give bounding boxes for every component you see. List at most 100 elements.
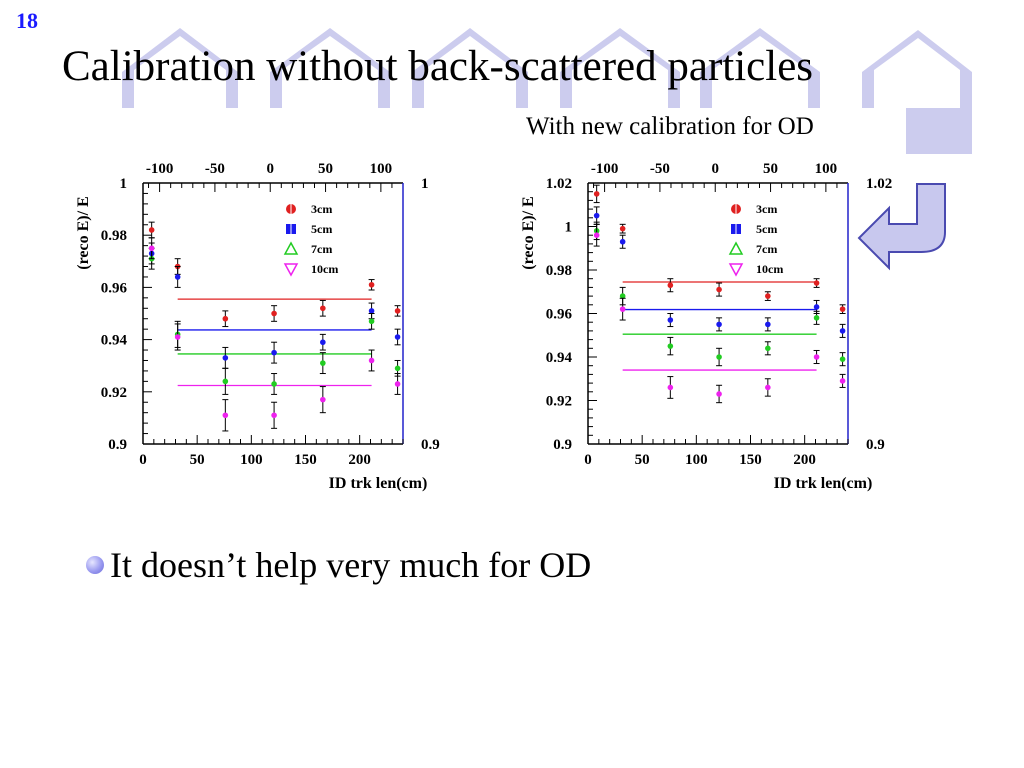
chart-subtitle: With new calibration for OD <box>526 113 814 140</box>
marker <box>593 191 600 197</box>
marker <box>813 354 820 360</box>
marker <box>765 345 771 352</box>
y-tick-label: 0.98 <box>101 228 127 244</box>
top-tick-label: 0 <box>711 161 719 177</box>
right-tick-label: 1 <box>421 176 429 192</box>
slide-number: 18 <box>16 8 38 33</box>
legend-entry-5cm: 5cm <box>731 222 777 236</box>
data-point-3cm <box>394 305 401 317</box>
marker <box>765 384 771 391</box>
data-point-10cm <box>319 386 326 414</box>
data-point-3cm <box>716 282 723 297</box>
marker <box>320 339 326 346</box>
x-tick-label: 0 <box>139 452 147 468</box>
data-point-5cm <box>319 333 326 351</box>
data-point-10cm <box>619 297 626 321</box>
marker <box>619 306 626 312</box>
data-point-10cm <box>222 399 229 432</box>
marker <box>320 305 326 312</box>
data-point-3cm <box>593 184 600 204</box>
data-point-7cm <box>813 310 820 325</box>
x-tick-label: 150 <box>739 452 762 468</box>
marker <box>619 225 626 232</box>
data-point-7cm <box>667 336 674 356</box>
marker <box>716 321 722 328</box>
legend-marker <box>728 241 744 255</box>
marker <box>368 318 375 325</box>
x-tick-label: 50 <box>190 452 205 468</box>
data-point-10cm <box>174 323 181 351</box>
legend-label: 10cm <box>756 262 783 276</box>
marker <box>394 365 401 372</box>
top-tick-label: -100 <box>591 161 619 177</box>
x-tick-label: 200 <box>793 452 816 468</box>
y-tick-label: 0.9 <box>108 437 127 453</box>
marker <box>593 212 600 219</box>
legend-entry-7cm: 7cm <box>283 241 332 256</box>
marker <box>368 308 375 314</box>
marker <box>619 238 626 245</box>
marker <box>320 396 326 403</box>
y-tick-label: 0.92 <box>546 394 572 410</box>
marker <box>619 293 626 299</box>
data-point-10cm <box>148 237 155 260</box>
right-tick-label: 1.02 <box>866 176 892 192</box>
chart-left: 0 50 100 150 200 -100 -50 0 50 100 0.9 0.92 0.94 0.96… <box>75 161 440 492</box>
legend-entry-7cm: 7cm <box>728 241 777 256</box>
legend-label: 5cm <box>756 222 777 236</box>
y-tick-label: 0.98 <box>546 263 572 279</box>
legend-entry-3cm: 3cm <box>286 202 332 216</box>
data-point-10cm <box>839 373 846 388</box>
x-tick-label: 100 <box>685 452 708 468</box>
marker <box>394 334 401 340</box>
legend-label: 10cm <box>311 262 338 276</box>
x-tick-label: 0 <box>584 452 592 468</box>
curved-arrow-icon <box>857 183 946 271</box>
data-point-5cm <box>716 317 723 332</box>
data-point-10cm <box>394 373 401 395</box>
data-point-10cm <box>667 376 674 399</box>
marker <box>222 412 229 419</box>
data-point-3cm <box>319 299 326 317</box>
data-point-7cm <box>368 313 375 330</box>
data-point-10cm <box>368 349 375 372</box>
marker <box>271 349 277 356</box>
data-point-10cm <box>764 378 771 397</box>
marker <box>839 356 846 362</box>
marker <box>148 245 155 252</box>
data-point-7cm <box>271 373 278 395</box>
marker <box>839 378 846 384</box>
marker <box>716 391 722 397</box>
legend-marker <box>283 241 299 255</box>
y-tick-label: 0.92 <box>101 385 127 401</box>
marker <box>813 280 820 286</box>
legend-entry-3cm: 3cm <box>731 202 777 216</box>
bullet-icon <box>86 556 104 574</box>
data-point-10cm <box>813 349 820 365</box>
y-tick-label: 0.96 <box>546 307 573 323</box>
x-tick-label: 150 <box>294 452 317 468</box>
bullet-text: It doesn’t help very much for OD <box>110 545 592 585</box>
data-point-5cm <box>394 328 401 346</box>
marker <box>667 282 674 289</box>
data-point-3cm <box>368 279 375 291</box>
top-tick-label: 0 <box>266 161 274 177</box>
legend-label: 3cm <box>756 202 777 216</box>
y-tick-label: 0.94 <box>101 333 128 349</box>
y-tick-label: 0.94 <box>546 350 573 366</box>
marker <box>716 286 722 293</box>
x-tick-label: 100 <box>240 452 262 468</box>
data-point-7cm <box>716 347 723 367</box>
marker <box>222 355 229 361</box>
marker <box>765 293 771 299</box>
data-point-5cm <box>174 266 181 288</box>
top-tick-label: 100 <box>815 161 838 177</box>
data-point-3cm <box>222 310 229 328</box>
legend-entry-10cm: 10cm <box>283 262 338 277</box>
x-tick-label: 50 <box>635 452 650 468</box>
bullet-item: It doesn’t help very much for OD <box>86 544 591 586</box>
data-point-3cm <box>619 223 626 234</box>
legend-entry-5cm: 5cm <box>286 222 332 236</box>
legend-label: 7cm <box>311 242 332 256</box>
marker <box>368 357 375 364</box>
